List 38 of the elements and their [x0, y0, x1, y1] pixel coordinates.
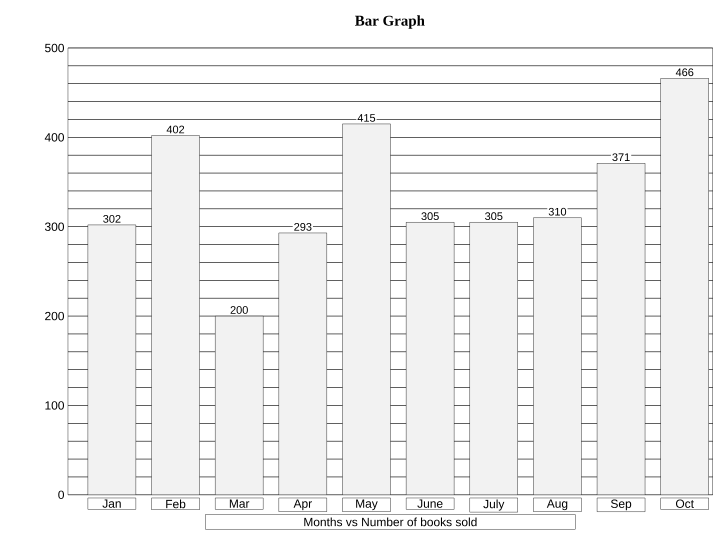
data-label: 415 — [358, 114, 376, 122]
bar — [214, 316, 264, 495]
x-tick-label: Sep — [610, 500, 632, 510]
x-tick-label: July — [483, 500, 504, 511]
bar — [660, 78, 709, 495]
bar — [406, 222, 454, 495]
bar — [470, 222, 518, 495]
data-label: 293 — [294, 223, 312, 231]
x-tick-label: May — [356, 500, 378, 510]
y-tick-label: 0 — [58, 490, 64, 500]
x-tick-label: Apr — [294, 500, 312, 510]
data-label: 200 — [230, 306, 248, 314]
y-tick-label: 500 — [45, 44, 64, 52]
bar — [596, 163, 646, 495]
x-tick-label: June — [417, 500, 443, 508]
data-label: 466 — [676, 68, 694, 76]
x-tick-label: Oct — [676, 500, 694, 508]
x-tick-label: Jan — [102, 500, 121, 508]
y-tick-label: 100 — [45, 401, 64, 410]
x-axis-title: Months vs Number of books sold — [304, 518, 477, 526]
y-tick-label: 200 — [45, 312, 64, 320]
data-label: 371 — [612, 153, 630, 162]
x-tick-label: Feb — [166, 500, 186, 508]
data-label: 305 — [485, 212, 502, 220]
bar — [151, 135, 200, 495]
data-label: 310 — [548, 208, 566, 216]
data-label: 302 — [103, 215, 120, 223]
bar — [278, 232, 328, 495]
bar — [88, 224, 136, 495]
bar — [533, 218, 582, 495]
x-tick-label: Mar — [230, 500, 250, 508]
y-tick-label: 300 — [44, 222, 64, 232]
data-label: 402 — [166, 126, 184, 134]
y-tick-label: 400 — [44, 133, 64, 142]
chart-title: Bar Graph — [355, 15, 425, 29]
x-tick-label: Aug — [546, 500, 568, 510]
data-label: 305 — [421, 212, 439, 220]
bar — [342, 124, 391, 495]
